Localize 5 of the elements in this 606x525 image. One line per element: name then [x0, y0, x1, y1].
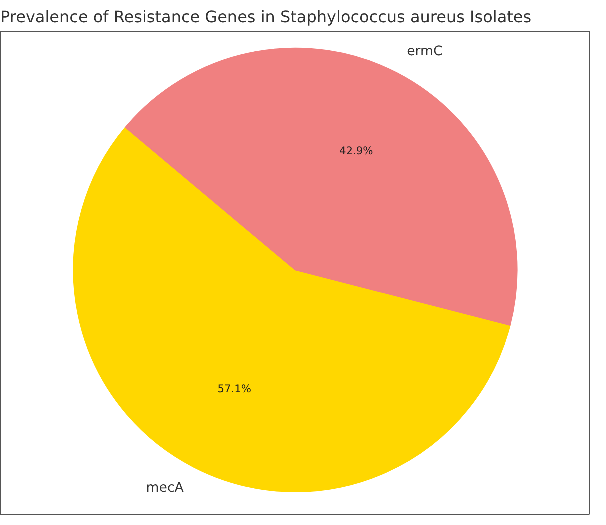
- slice-label: ermC: [407, 44, 443, 60]
- slice-label: mecA: [146, 480, 184, 496]
- data-label: 42.9%: [339, 144, 374, 158]
- chart-title: Prevalence of Resistance Genes in Staphylococcus aureus Isolates: [0, 8, 532, 26]
- data-label: 57.1%: [218, 382, 252, 396]
